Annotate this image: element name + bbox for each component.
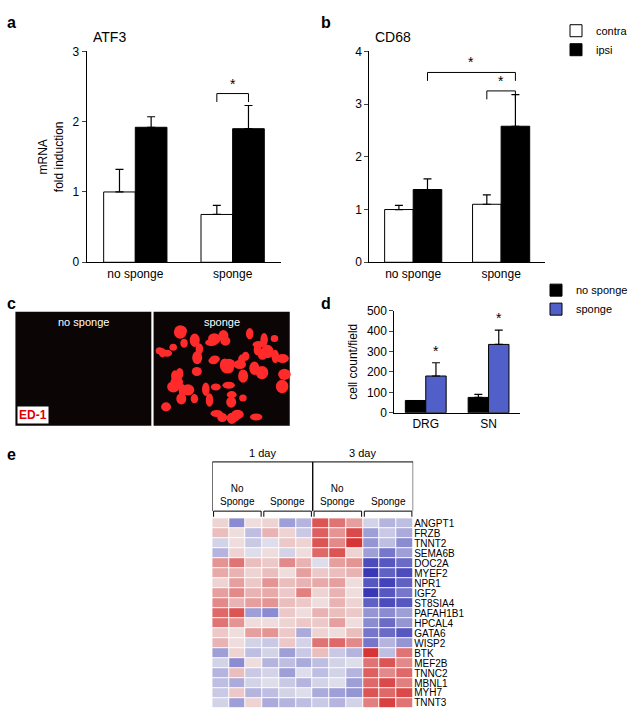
svg-text:mRNAfold induction: mRNAfold induction xyxy=(36,121,66,192)
svg-text:1: 1 xyxy=(355,203,362,217)
svg-text:*: * xyxy=(433,343,439,359)
svg-text:sponge: sponge xyxy=(204,316,240,328)
svg-text:4: 4 xyxy=(355,45,362,59)
svg-text:3: 3 xyxy=(73,45,80,59)
svg-text:PAFAH1B1: PAFAH1B1 xyxy=(414,608,464,619)
svg-text:sponge: sponge xyxy=(213,267,253,281)
svg-text:WISP2: WISP2 xyxy=(414,638,446,649)
svg-text:200: 200 xyxy=(367,365,387,379)
svg-text:ANGPT1: ANGPT1 xyxy=(414,518,454,529)
svg-text:ST8SIA4: ST8SIA4 xyxy=(414,598,454,609)
svg-text:no sponge: no sponge xyxy=(58,316,109,328)
svg-text:NoSponge: NoSponge xyxy=(320,483,355,507)
svg-text:ED-1: ED-1 xyxy=(19,408,47,422)
svg-text:ATF3: ATF3 xyxy=(93,29,126,45)
svg-text:*: * xyxy=(496,310,502,326)
svg-text:no sponge: no sponge xyxy=(576,284,627,296)
svg-text:IGF2: IGF2 xyxy=(414,588,437,599)
svg-text:e: e xyxy=(7,446,16,463)
svg-text:300: 300 xyxy=(367,345,387,359)
svg-text:d: d xyxy=(321,295,331,312)
svg-text:no sponge: no sponge xyxy=(385,267,441,281)
svg-text:1: 1 xyxy=(73,185,80,199)
svg-text:TNNC2: TNNC2 xyxy=(414,668,448,679)
svg-text:HPCAL4: HPCAL4 xyxy=(414,618,453,629)
svg-text:MYH7: MYH7 xyxy=(414,687,442,698)
svg-text:ipsi: ipsi xyxy=(596,44,613,56)
svg-text:3 day: 3 day xyxy=(349,447,376,459)
svg-text:1 day: 1 day xyxy=(249,447,276,459)
svg-text:MYEF2: MYEF2 xyxy=(414,568,448,579)
svg-text:DOC2A: DOC2A xyxy=(414,558,449,569)
svg-text:SN: SN xyxy=(480,417,497,431)
svg-text:400: 400 xyxy=(367,324,387,338)
svg-text:sponge: sponge xyxy=(481,267,521,281)
svg-text:no sponge: no sponge xyxy=(107,267,163,281)
svg-text:BTK: BTK xyxy=(414,648,434,659)
svg-text:2: 2 xyxy=(73,115,80,129)
svg-text:MBNL1: MBNL1 xyxy=(414,678,448,689)
svg-text:*: * xyxy=(468,54,474,70)
svg-text:NoSponge: NoSponge xyxy=(220,483,255,507)
svg-text:*: * xyxy=(498,73,504,89)
svg-text:NPR1: NPR1 xyxy=(414,578,441,589)
svg-text:500: 500 xyxy=(367,304,387,318)
svg-text:SEMA6B: SEMA6B xyxy=(414,548,455,559)
svg-text:*: * xyxy=(230,76,236,92)
svg-text:DRG: DRG xyxy=(412,417,439,431)
svg-text:cell count/field: cell count/field xyxy=(346,324,360,400)
svg-text:2: 2 xyxy=(355,150,362,164)
svg-text:0: 0 xyxy=(380,406,387,420)
svg-text:Sponge: Sponge xyxy=(371,496,406,507)
svg-text:FRZB: FRZB xyxy=(414,528,440,539)
svg-text:0: 0 xyxy=(355,255,362,269)
svg-text:MEF2B: MEF2B xyxy=(414,658,448,669)
svg-text:b: b xyxy=(321,14,331,31)
svg-text:0: 0 xyxy=(73,255,80,269)
svg-text:GATA6: GATA6 xyxy=(414,628,446,639)
svg-text:CD68: CD68 xyxy=(375,29,411,45)
svg-text:3: 3 xyxy=(355,97,362,111)
svg-text:Sponge: Sponge xyxy=(270,496,305,507)
svg-text:a: a xyxy=(7,14,16,31)
svg-text:sponge: sponge xyxy=(576,303,612,315)
svg-text:TNNT2: TNNT2 xyxy=(414,538,447,549)
svg-text:100: 100 xyxy=(367,386,387,400)
svg-text:c: c xyxy=(7,295,16,312)
svg-text:contra: contra xyxy=(596,25,627,37)
svg-text:TNNT3: TNNT3 xyxy=(414,697,447,708)
